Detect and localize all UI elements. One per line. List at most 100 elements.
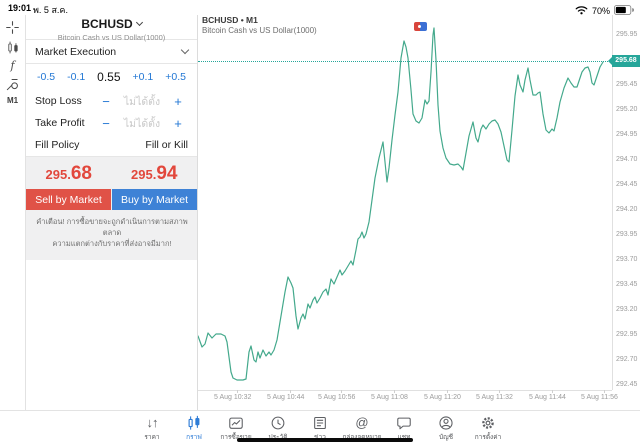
nav-tab-label: แชท bbox=[398, 432, 411, 442]
symbol-description: Bitcoin Cash vs US Dollar(1000) bbox=[57, 33, 166, 42]
time-axis-label: 5 Aug 10:32 bbox=[214, 394, 252, 401]
quotes-icon: ↓↑ bbox=[146, 415, 159, 430]
sell-button[interactable]: Sell by Market bbox=[26, 189, 111, 210]
take-profit-value[interactable]: ไม่ได้ตั้ง bbox=[123, 117, 161, 130]
time-axis-label: 5 Aug 11:32 bbox=[476, 394, 513, 401]
current-price-line bbox=[198, 61, 612, 62]
price-axis-label: 293.20 bbox=[616, 306, 638, 313]
news-flag-icon bbox=[414, 22, 427, 31]
status-bar: 19:01 พ. 5 ส.ค. 70% bbox=[0, 0, 640, 16]
chart-icon bbox=[186, 414, 202, 431]
account-icon bbox=[438, 414, 454, 431]
time-axis-label: 5 Aug 10:44 bbox=[267, 394, 305, 401]
time-axis-line bbox=[198, 390, 612, 391]
chart-side-toolbar: f M1 bbox=[0, 15, 25, 410]
chart-symbol-title: BCHUSD • M1 bbox=[202, 15, 258, 25]
volume-value[interactable]: 0.55 bbox=[97, 70, 121, 84]
volume-dec-small-button[interactable]: -0.1 bbox=[67, 71, 86, 83]
crosshair-icon[interactable] bbox=[0, 20, 25, 40]
volume-inc-small-button[interactable]: +0.1 bbox=[132, 71, 154, 83]
price-axis-label: 295.45 bbox=[616, 81, 638, 88]
time-axis-label: 5 Aug 11:08 bbox=[371, 394, 408, 401]
order-type-select[interactable]: Market Execution bbox=[26, 40, 197, 64]
price-axis-label: 293.45 bbox=[616, 281, 638, 288]
take-profit-row: Take Profit − ไม่ได้ตั้ง + bbox=[26, 112, 197, 134]
timeframe-button[interactable]: M1 bbox=[6, 96, 19, 105]
price-axis-label: 292.95 bbox=[616, 331, 638, 338]
market-warning-text: คำเตือน! การซื้อขายจะถูกดำเนินการตามสภาพ… bbox=[36, 217, 188, 248]
history-icon bbox=[270, 414, 286, 431]
trade-panel: BCHUSD Bitcoin Cash vs US Dollar(1000) M… bbox=[25, 15, 198, 410]
volume-dec-large-button[interactable]: -0.5 bbox=[37, 71, 56, 83]
stop-loss-plus-button[interactable]: + bbox=[174, 93, 182, 109]
nav-tab-label: บัญชี bbox=[438, 434, 454, 441]
price-axis-label: 293.70 bbox=[616, 256, 638, 263]
news-icon bbox=[312, 414, 328, 431]
volume-row: -0.5 -0.1 0.55 +0.1 +0.5 bbox=[26, 64, 197, 90]
time-axis-tick bbox=[290, 390, 291, 393]
trade-icon bbox=[228, 414, 244, 431]
nav-tab-label: กล่องจดหมาย bbox=[342, 432, 381, 442]
price-axis-label: 292.45 bbox=[616, 381, 638, 388]
chevron-down-icon bbox=[135, 18, 143, 27]
price-axis-label: 294.45 bbox=[616, 181, 638, 188]
nav-tab-history[interactable]: ประวัติ bbox=[257, 411, 299, 447]
status-date: พ. 5 ส.ค. bbox=[33, 5, 68, 15]
nav-tab-label: การซื้อขาย bbox=[220, 434, 252, 441]
price-axis-label: 294.20 bbox=[616, 206, 638, 213]
price-chart[interactable]: BCHUSD • M1 Bitcoin Cash vs US Dollar(10… bbox=[198, 15, 640, 410]
nav-tab-label: ข่าว bbox=[314, 432, 326, 442]
home-indicator[interactable] bbox=[237, 438, 413, 442]
wifi-icon bbox=[575, 2, 588, 20]
price-line-chart bbox=[198, 27, 604, 381]
time-axis-tick bbox=[552, 390, 553, 393]
stop-loss-value[interactable]: ไม่ได้ตั้ง bbox=[123, 95, 161, 108]
nav-tab-settings[interactable]: การตั้งค่า bbox=[467, 411, 509, 447]
objects-icon[interactable] bbox=[0, 77, 25, 97]
time-axis-tick bbox=[237, 390, 238, 393]
price-axis-label: 295.95 bbox=[616, 31, 638, 38]
price-axis-label: 294.95 bbox=[616, 131, 638, 138]
fill-policy-value: Fill or Kill bbox=[145, 139, 188, 151]
status-time: 19:01 bbox=[8, 3, 32, 13]
time-axis-label: 5 Aug 11:44 bbox=[529, 394, 566, 401]
nav-tab-quotes[interactable]: ↓↑ ราคา bbox=[131, 411, 173, 447]
nav-tab-mailbox[interactable]: @ กล่องจดหมาย bbox=[341, 411, 383, 447]
symbol-header[interactable]: BCHUSD Bitcoin Cash vs US Dollar(1000) bbox=[26, 15, 197, 42]
price-axis-label: 295.20 bbox=[616, 106, 638, 113]
time-axis-label: 5 Aug 11:56 bbox=[581, 394, 618, 401]
time-axis-tick bbox=[447, 390, 448, 393]
settings-icon bbox=[480, 414, 496, 431]
time-axis-tick bbox=[604, 390, 605, 393]
stop-loss-label: Stop Loss bbox=[35, 95, 82, 107]
indicators-icon[interactable] bbox=[0, 40, 25, 60]
symbol-name[interactable]: BCHUSD bbox=[81, 17, 133, 31]
time-axis-tick bbox=[499, 390, 500, 393]
nav-tab-chart[interactable]: กราฟ bbox=[173, 411, 215, 447]
take-profit-label: Take Profit bbox=[35, 117, 85, 129]
functions-icon[interactable]: f bbox=[10, 59, 15, 72]
order-action-section: 295.68 295.94 Sell by Market Buy by Mark… bbox=[26, 156, 197, 260]
chart-symbol-subtitle: Bitcoin Cash vs US Dollar(1000) bbox=[202, 26, 317, 35]
nav-tab-news[interactable]: ข่าว bbox=[299, 411, 341, 447]
fill-policy-row[interactable]: Fill Policy Fill or Kill bbox=[26, 134, 197, 156]
nav-tab-account[interactable]: บัญชี bbox=[425, 411, 467, 447]
nav-tab-chat[interactable]: แชท bbox=[383, 411, 425, 447]
take-profit-plus-button[interactable]: + bbox=[174, 115, 182, 131]
time-axis-label: 5 Aug 11:20 bbox=[424, 394, 461, 401]
price-axis-label: 293.95 bbox=[616, 231, 638, 238]
buy-button[interactable]: Buy by Market bbox=[112, 189, 197, 210]
nav-tab-trade[interactable]: การซื้อขาย bbox=[215, 411, 257, 447]
chat-icon bbox=[396, 414, 412, 431]
chevron-down-icon bbox=[180, 45, 190, 55]
order-type-value: Market Execution bbox=[35, 45, 117, 58]
nav-tab-label: การตั้งค่า bbox=[474, 434, 502, 441]
stop-loss-minus-button[interactable]: − bbox=[102, 93, 110, 109]
battery-icon bbox=[614, 2, 634, 20]
take-profit-minus-button[interactable]: − bbox=[102, 115, 110, 131]
volume-inc-large-button[interactable]: +0.5 bbox=[165, 71, 186, 83]
time-axis-tick bbox=[394, 390, 395, 393]
fill-policy-label: Fill Policy bbox=[35, 139, 80, 151]
price-axis-label: 292.70 bbox=[616, 356, 638, 363]
price-axis-line bbox=[612, 15, 613, 390]
